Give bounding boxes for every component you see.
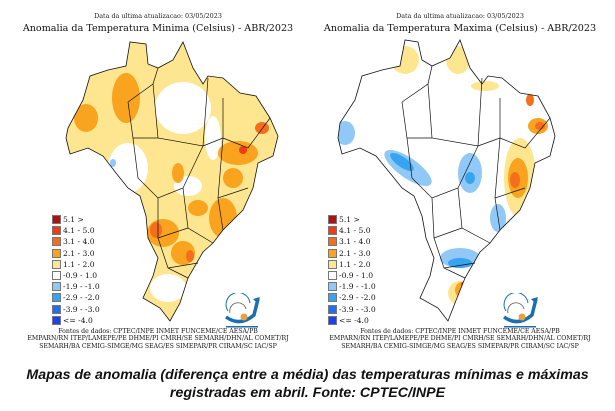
legend-swatch	[52, 271, 61, 281]
legend-swatch	[52, 215, 61, 225]
brazil-min-anomaly-map	[65, 41, 279, 322]
update-date: Data da ultima atualizacao: 03/05/2023	[396, 12, 524, 20]
legend-item: 1.1 - 2.0	[52, 259, 100, 270]
legend-swatch	[328, 293, 337, 303]
max-temp-anomaly-panel: Data da ultima atualizacao: 03/05/2023 A…	[310, 0, 610, 360]
update-date: Data da ultima atualizacao: 03/05/2023	[94, 12, 222, 20]
cptec-inpe-logo-icon	[224, 293, 260, 328]
legend-swatch	[328, 315, 337, 325]
anomaly-region	[112, 73, 140, 123]
legend-item: 5.1 >	[328, 214, 376, 225]
anomaly-region	[391, 46, 419, 74]
legend-swatch	[52, 237, 61, 247]
legend-item: -2.9 - -2.0	[328, 292, 376, 303]
sources-line: SEMARH/BA CEMIG-SIMGE/MG SEAG/ES SIMEPAR…	[341, 342, 579, 350]
legend-swatch	[52, 304, 61, 314]
legend-item: -3.9 - -3.0	[52, 304, 100, 315]
legend-item: -0.9 - 1.0	[328, 270, 376, 281]
sources-line: EMPARN/RN ITEP/LAMEPE/PE DHME/PI CMRH/SE…	[27, 335, 289, 343]
min-temp-anomaly-panel: Data da ultima atualizacao: 03/05/2023 A…	[8, 0, 308, 360]
cptec-inpe-logo-icon	[502, 293, 538, 328]
legend-swatch	[328, 259, 337, 269]
legend-swatch	[328, 237, 337, 247]
legend-swatch	[52, 248, 61, 258]
legend-item: -0.9 - 1.0	[52, 270, 100, 281]
caption-line: registradas em abril. Fonte: CPTEC/INPE	[169, 385, 446, 401]
legend-swatch	[52, 259, 61, 269]
legend-item: 2.1 - 3.0	[328, 248, 376, 259]
legend-item: 3.1 - 4.0	[52, 236, 100, 247]
legend-swatch	[52, 282, 61, 292]
data-sources: Fontes de dados: CPTEC/INPE INMET FUNCEM…	[8, 328, 308, 350]
legend-item: 4.1 - 5.0	[52, 225, 100, 236]
sources-line: EMPARN/RN ITEP/LAMEPE/PE DHME/PI CMRH/SE…	[329, 335, 591, 343]
map-title: Anomalia da Temperatura Minima (Celsius)…	[22, 23, 294, 34]
legend-swatch	[328, 304, 337, 314]
legend-swatch	[328, 271, 337, 281]
legend-item: -3.9 - -3.0	[328, 304, 376, 315]
legend-item: 3.1 - 4.0	[328, 236, 376, 247]
legend-item: -1.9 - -1.0	[328, 281, 376, 292]
brazil-max-anomaly-map	[337, 39, 556, 322]
caption-line: Mapas de anomalia (diferença entre a méd…	[26, 367, 589, 383]
anomaly-region	[155, 82, 211, 134]
legend-item: -1.9 - -1.0	[52, 281, 100, 292]
legend-item: 1.1 - 2.0	[328, 259, 376, 270]
legend-swatch	[328, 215, 337, 225]
legend-item: 4.1 - 5.0	[328, 225, 376, 236]
legend-swatch	[328, 248, 337, 258]
legend-item: <= -4.0	[52, 315, 100, 326]
sources-line: Fontes de dados: CPTEC/INPE INMET FUNCEM…	[58, 328, 258, 335]
data-sources: Fontes de dados: CPTEC/INPE INMET FUNCEM…	[310, 328, 610, 350]
legend-swatch	[328, 226, 337, 236]
sources-line: SEMARH/BA CEMIG-SIMGE/MG SEAG/ES SIMEPAR…	[39, 342, 277, 350]
figure-caption: Mapas de anomalia (diferença entre a méd…	[0, 366, 615, 402]
color-legend: 5.1 > 4.1 - 5.0 3.1 - 4.0 2.1 - 3.0 1.1 …	[52, 214, 100, 326]
legend-item: -2.9 - -2.0	[52, 292, 100, 303]
legend-item: <= -4.0	[328, 315, 376, 326]
map-title: Anomalia da Temperatura Maxima (Celsius)…	[323, 23, 597, 34]
color-legend: 5.1 > 4.1 - 5.0 3.1 - 4.0 2.1 - 3.0 1.1 …	[328, 214, 376, 326]
legend-swatch	[52, 293, 61, 303]
sources-line: Fontes de dados: CPTEC/INPE INMET FUNCEM…	[360, 328, 560, 335]
legend-swatch	[52, 315, 61, 325]
legend-item: 2.1 - 3.0	[52, 248, 100, 259]
legend-item: 5.1 >	[52, 214, 100, 225]
legend-swatch	[328, 282, 337, 292]
legend-swatch	[52, 226, 61, 236]
